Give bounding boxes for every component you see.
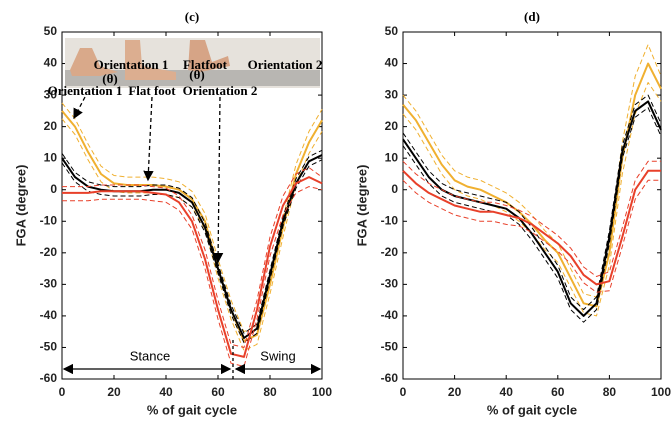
- mean-line: [402, 100, 662, 317]
- y-axis-label: FGA (degree): [354, 165, 369, 247]
- y-tick-label: 20: [44, 119, 58, 133]
- confidence-line: [61, 149, 323, 334]
- y-tick-label: 40: [44, 56, 58, 70]
- x-tick-label: 100: [651, 385, 671, 399]
- x-axis-label: % of gait cycle: [487, 402, 577, 417]
- y-tick-label: 0: [391, 182, 398, 196]
- mean-line: [402, 169, 661, 286]
- y-tick-label: 30: [385, 87, 399, 101]
- confidence-line: [402, 94, 662, 311]
- confidence-line: [61, 159, 323, 344]
- annotation: Orientation 2: [183, 83, 258, 98]
- photo-inset: [65, 38, 320, 88]
- mean-line: [402, 62, 662, 308]
- plot-frame: [402, 31, 662, 380]
- chart-title: (d): [524, 9, 540, 24]
- y-tick-label: -20: [381, 245, 399, 259]
- annotation: Orientation 1: [48, 83, 123, 98]
- y-tick-label: -30: [381, 277, 399, 291]
- x-tick-label: 20: [448, 385, 462, 399]
- chart-panel: -60 -50 -40 -30 -20 -10 0 10 20 30 40 50 0 20 40 60 80 10…: [13, 9, 332, 417]
- y-tick-label: -10: [40, 213, 58, 227]
- y-tick-label: 50: [44, 24, 58, 38]
- y-tick-label: -50: [40, 340, 58, 354]
- y-tick-label: 50: [385, 24, 399, 38]
- plot-frame: [61, 31, 323, 380]
- mean-line: [62, 176, 323, 358]
- y-tick-label: -40: [40, 308, 58, 322]
- y-tick-label: -40: [381, 308, 399, 322]
- annotation: Stance: [130, 348, 170, 363]
- y-tick-label: -10: [381, 213, 399, 227]
- chart-panel: -60 -50 -40 -30 -20 -10 0 10 20 30 40 50 0 20 40 60 80 10…: [354, 9, 671, 417]
- y-tick-label: -60: [40, 371, 58, 385]
- x-tick-label: 20: [107, 385, 121, 399]
- x-tick-label: 100: [312, 385, 332, 399]
- annotation: (θ): [102, 71, 117, 86]
- confidence-line: [62, 167, 323, 348]
- x-tick-label: 80: [263, 385, 277, 399]
- y-tick-label: 20: [385, 119, 399, 133]
- confidence-line: [61, 118, 323, 352]
- x-tick-label: 40: [159, 385, 173, 399]
- annotation: Flatfoot: [183, 57, 228, 72]
- confidence-line: [402, 179, 661, 293]
- y-tick-label: 40: [385, 56, 399, 70]
- annotation: Swing: [260, 348, 295, 363]
- x-tick-label: 80: [603, 385, 617, 399]
- annotation: Orientation 1: [94, 57, 169, 72]
- y-tick-label: -20: [40, 245, 58, 259]
- y-tick-label: 0: [50, 182, 57, 196]
- annotation-arrows: [62, 96, 322, 380]
- y-tick-label: 10: [385, 150, 399, 164]
- x-tick-label: 60: [551, 385, 565, 399]
- y-tick-label: 30: [44, 87, 58, 101]
- confidence-line: [402, 160, 661, 277]
- chart-title: (c): [185, 9, 199, 24]
- mean-line: [61, 110, 323, 343]
- annotation: (θ): [189, 67, 204, 82]
- confidence-line: [62, 186, 323, 367]
- annotation: Orientation 2: [248, 57, 323, 72]
- x-tick-label: 60: [211, 385, 225, 399]
- x-tick-label: 0: [59, 385, 66, 399]
- x-axis-label: % of gait cycle: [147, 402, 237, 417]
- y-tick-label: -60: [381, 371, 399, 385]
- mean-line: [61, 154, 323, 339]
- x-tick-label: 0: [400, 385, 407, 399]
- confidence-line: [402, 44, 662, 298]
- y-tick-label: 10: [44, 150, 58, 164]
- x-tick-label: 40: [500, 385, 514, 399]
- y-tick-label: -30: [40, 277, 58, 291]
- annotation: Flat foot: [128, 83, 176, 98]
- y-tick-label: -50: [381, 340, 399, 354]
- confidence-line: [402, 82, 662, 317]
- y-axis-label: FGA (degree): [13, 165, 28, 247]
